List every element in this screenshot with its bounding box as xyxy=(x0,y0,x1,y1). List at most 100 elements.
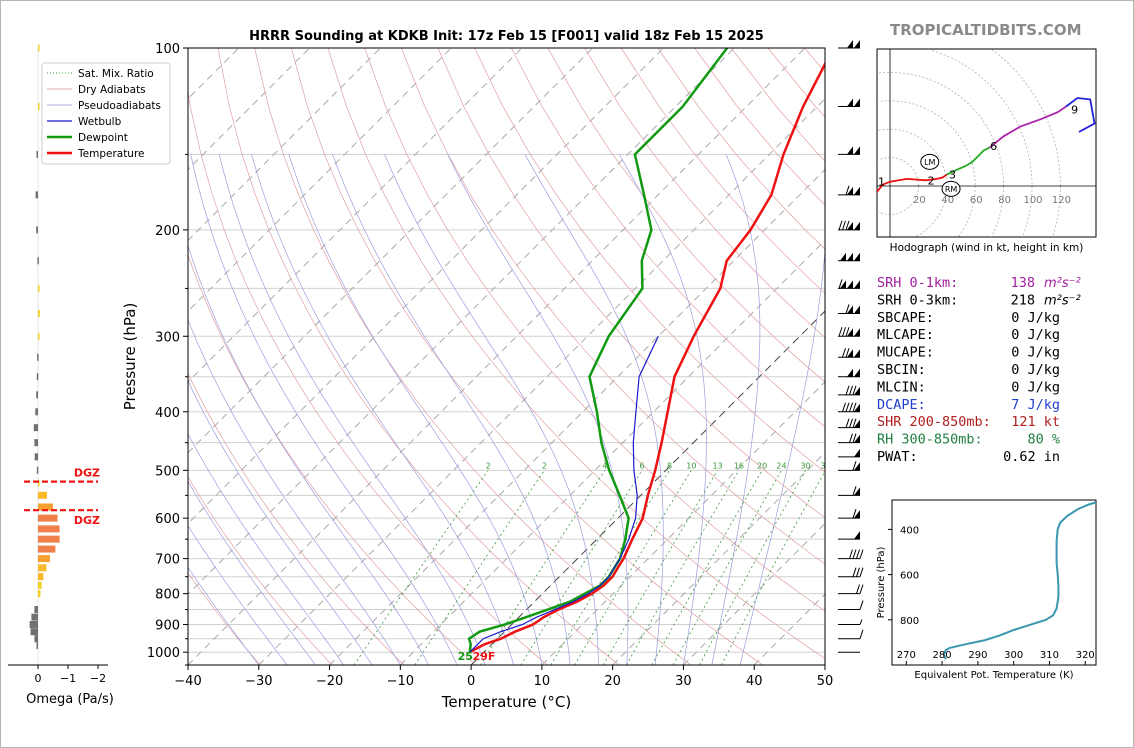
dry-adiabat xyxy=(217,48,620,665)
barb-flag xyxy=(847,368,853,377)
barb-full xyxy=(849,433,853,443)
omega-bar xyxy=(29,621,38,629)
barb-full xyxy=(842,348,846,358)
hodograph-height-label: 3 xyxy=(949,169,956,182)
barb-full xyxy=(849,385,853,395)
pseudo-adiabat xyxy=(711,154,761,665)
theta-e-y-tick-label: 600 xyxy=(900,571,919,582)
mixing-ratio-line xyxy=(479,470,606,665)
barb-flag xyxy=(854,280,860,289)
x-tick-label: −20 xyxy=(316,674,343,689)
pseudo-adiabat xyxy=(618,154,707,665)
mixing-ratio-label: 24 xyxy=(776,461,786,470)
omega-bar xyxy=(34,453,38,461)
hodograph-ring-label: 40 xyxy=(941,195,954,206)
barb-full xyxy=(842,327,846,337)
pseudo-adiabat xyxy=(251,154,514,665)
omega-tick-label: −2 xyxy=(90,672,106,685)
wind-barb xyxy=(838,98,860,108)
omega-bar xyxy=(36,391,38,399)
barb-full xyxy=(852,402,857,412)
mixing-ratio-label: 36 xyxy=(820,461,830,470)
isotherm-line xyxy=(188,48,594,454)
barb-flag xyxy=(854,221,860,230)
wind-barb xyxy=(838,584,864,595)
omega-bar xyxy=(38,564,47,572)
index-row: SRH 0-1km: 138 m²s⁻² xyxy=(877,275,1081,291)
hodograph-trace xyxy=(877,173,948,194)
barb-full xyxy=(852,461,857,471)
barb-full xyxy=(859,629,864,639)
x-tick-label: −40 xyxy=(174,674,201,689)
omega-bar xyxy=(30,628,38,636)
skewt-background: 2 2 4 6 8 10 13 16 20 24 30 36 xyxy=(188,48,830,665)
omega-bar xyxy=(34,439,38,447)
dry-adiabat xyxy=(188,476,333,665)
barb-flag xyxy=(854,531,860,540)
mixing-ratio-label: 20 xyxy=(757,461,767,470)
wind-barb xyxy=(838,433,860,444)
pseudo-adiabat xyxy=(188,433,344,665)
pseudo-adiabat xyxy=(188,319,401,665)
barb-full xyxy=(852,433,857,443)
omega-bar xyxy=(38,535,60,543)
skewt-plot-frame xyxy=(187,47,826,666)
omega-bar xyxy=(38,555,50,563)
wind-barb xyxy=(838,304,860,314)
barb-flag xyxy=(854,368,860,377)
mixing-ratio-label: 4 xyxy=(602,461,607,470)
index-value: 0 J/kg xyxy=(1011,345,1060,361)
mixing-ratio-line xyxy=(520,470,643,665)
barb-full xyxy=(852,567,857,577)
skewt-axes: −40 −30 −20 −10 0 10 20 30 40 50 100 200 300 400 500 60… xyxy=(121,29,833,711)
barb-flag xyxy=(854,98,860,107)
wind-barb xyxy=(838,279,860,289)
barb-full xyxy=(845,402,850,412)
y-tick-label: 900 xyxy=(155,619,180,634)
barb-flag xyxy=(854,349,860,358)
x-tick-label: −30 xyxy=(245,674,272,689)
index-value: 7 J/kg xyxy=(1011,397,1060,413)
index-value: 0 J/kg xyxy=(1011,362,1060,378)
theta-e-x-tick-label: 300 xyxy=(1004,650,1023,661)
storm-motion-label: LM xyxy=(924,158,935,167)
barb-full xyxy=(849,549,853,559)
wind-barb xyxy=(838,600,864,611)
profile-wetbulb xyxy=(469,336,659,653)
isotherm-line xyxy=(329,168,825,665)
hodograph-height-label: 1 xyxy=(878,176,885,189)
index-row: SBCIN: 0 J/kg xyxy=(877,362,1060,378)
barb-flag xyxy=(854,305,860,314)
barb-flag xyxy=(854,510,860,519)
wind-barb xyxy=(838,327,860,337)
barb-full xyxy=(859,600,864,610)
omega-bar xyxy=(38,309,40,317)
hodograph-ring-label: 20 xyxy=(913,195,926,206)
y-tick-label: 700 xyxy=(155,553,180,568)
pseudo-adiabat xyxy=(218,154,486,665)
x-tick-label: 0 xyxy=(467,674,475,689)
index-label: SBCIN: xyxy=(877,362,926,378)
mixing-ratio-line xyxy=(550,470,670,665)
barb-full xyxy=(842,220,846,231)
storm-motion-marker xyxy=(941,180,961,197)
isotherm-line xyxy=(188,48,806,665)
omega-bar xyxy=(35,408,38,416)
omega-bar xyxy=(38,479,40,487)
theta-e-y-tick-label: 400 xyxy=(900,525,919,536)
barb-flag xyxy=(854,252,860,261)
index-row: MLCAPE: 0 J/kg xyxy=(877,327,1060,343)
y-tick-label: 300 xyxy=(155,330,180,345)
omega-bar xyxy=(37,257,39,265)
index-label: MUCAPE: xyxy=(877,345,934,361)
isotherm-line xyxy=(612,451,825,665)
hodograph-ring-label: 120 xyxy=(1052,195,1071,206)
legend-box xyxy=(41,62,171,165)
mixing-ratio-line xyxy=(672,470,782,665)
omega-bar xyxy=(38,491,47,499)
index-label: SRH 0-3km: xyxy=(877,292,958,308)
isotherm-line xyxy=(188,48,523,383)
barb-full xyxy=(856,584,860,594)
index-row: SBCAPE: 0 J/kg xyxy=(877,310,1060,326)
barb-flag xyxy=(847,186,853,195)
